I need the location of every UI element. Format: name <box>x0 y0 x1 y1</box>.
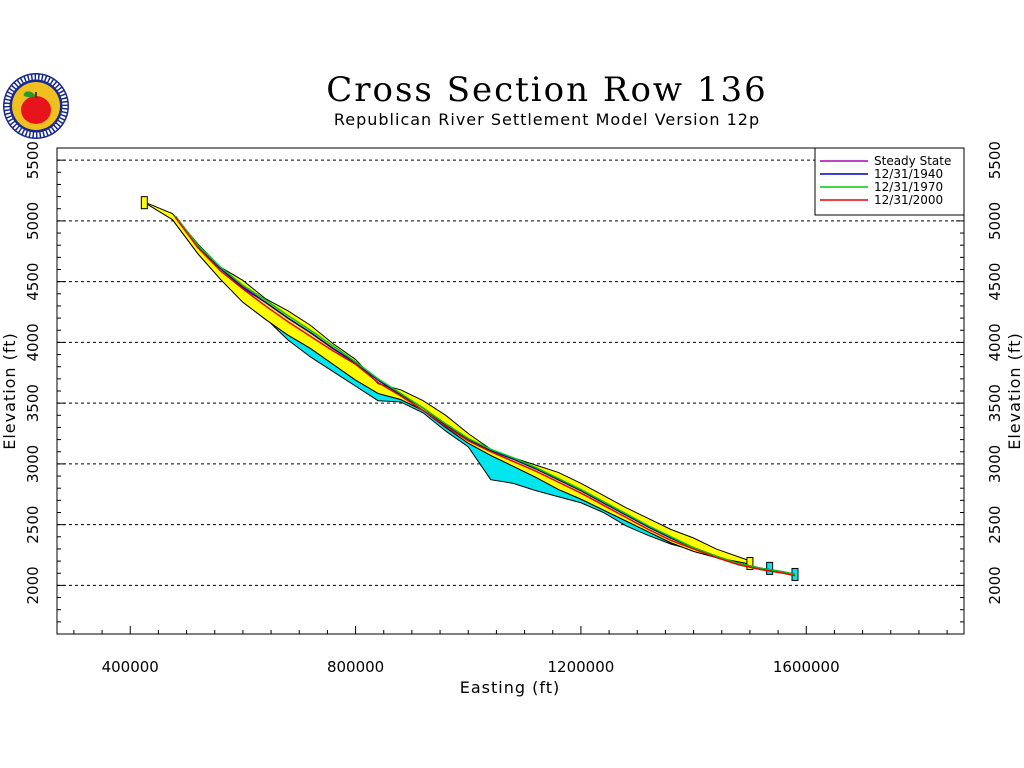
legend-label: 12/31/1970 <box>874 180 943 194</box>
apple-seal-logo <box>3 73 69 139</box>
series-line <box>174 216 796 577</box>
x-tick-label: 800000 <box>327 658 384 676</box>
legend-label: 12/31/1940 <box>874 167 943 181</box>
y-tick-label-right: 4500 <box>986 263 1004 301</box>
series-lines <box>174 215 796 577</box>
x-axis-title: Easting (ft) <box>460 678 560 697</box>
stem-icon <box>35 92 37 98</box>
y-tick-label-left: 3500 <box>24 384 42 422</box>
y-tick-label-left: 4500 <box>24 263 42 301</box>
layer-fills <box>140 196 799 581</box>
series-line <box>174 215 796 576</box>
x-tick-label: 1200000 <box>548 658 615 676</box>
y-tick-label-left: 3000 <box>24 445 42 483</box>
y-tick-label-right: 2000 <box>986 566 1004 604</box>
leaf-icon <box>23 91 36 98</box>
upper-aquifer-layer <box>142 200 748 565</box>
series-line <box>174 215 796 576</box>
chart-title: Cross Section Row 136 <box>326 70 768 110</box>
x-tick-label: 1600000 <box>773 658 840 676</box>
y-tick-label-right: 4000 <box>986 323 1004 361</box>
y-tick-label-right: 5500 <box>986 141 1004 179</box>
y-axis-title-right: Elevation (ft) <box>1005 332 1024 450</box>
y-axis-title-left: Elevation (ft) <box>0 332 19 450</box>
isolated-cell <box>140 196 148 210</box>
y-tick-label-left: 2500 <box>24 506 42 544</box>
isolated-cell <box>746 557 754 571</box>
y-tick-label-left: 5000 <box>24 202 42 240</box>
axes: 2000 2000 2500 2500 3000 3000 3500 3500 4000 4000… <box>24 141 1004 676</box>
grid-lines <box>57 159 964 586</box>
legend-box <box>814 147 965 216</box>
apple-icon <box>21 96 51 124</box>
y-tick-label-left: 5500 <box>24 141 42 179</box>
x-tick-label: 400000 <box>102 658 159 676</box>
legend: Steady State12/31/194012/31/197012/31/20… <box>814 147 965 216</box>
isolated-cell <box>766 561 774 575</box>
lower-aquifer-layer <box>172 219 748 565</box>
series-line <box>174 215 796 576</box>
y-tick-label-left: 4000 <box>24 323 42 361</box>
legend-label: Steady State <box>874 154 951 168</box>
logo-text-ring <box>4 74 68 138</box>
legend-items: Steady State12/31/194012/31/197012/31/20… <box>820 154 951 207</box>
y-tick-label-left: 2000 <box>24 566 42 604</box>
y-tick-label-right: 2500 <box>986 506 1004 544</box>
y-tick-label-right: 5000 <box>986 202 1004 240</box>
y-tick-label-right: 3500 <box>986 384 1004 422</box>
legend-label: 12/31/2000 <box>874 193 943 207</box>
chart-subtitle: Republican River Settlement Model Versio… <box>333 110 761 129</box>
y-tick-label-right: 3000 <box>986 445 1004 483</box>
